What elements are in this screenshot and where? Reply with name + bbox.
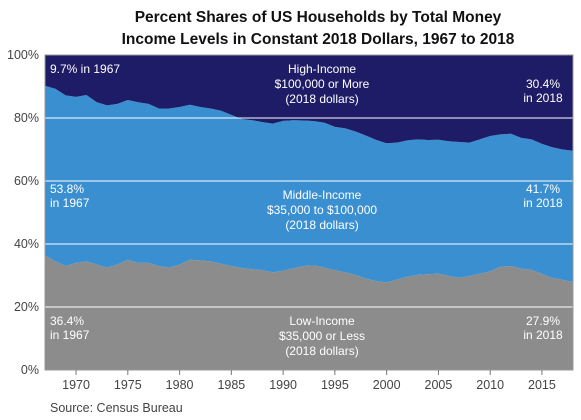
- chart-title-line-1: Percent Shares of US Households by Total…: [135, 9, 502, 26]
- high-income-start-label: 9.7% in 1967: [50, 62, 120, 76]
- x-tick-label-1985: 1985: [217, 378, 245, 392]
- low-income-title-line-3: (2018 dollars): [285, 344, 358, 358]
- low-income-title-line-1: Low-Income: [289, 314, 355, 328]
- x-tick-label-2015: 2015: [528, 378, 556, 392]
- high-income-end-year: in 2018: [523, 91, 563, 105]
- middle-income-title-line-2: $35,000 to $100,000: [267, 203, 377, 217]
- low-income-start-year: in 1967: [50, 328, 90, 342]
- high-income-title-line-3: (2018 dollars): [285, 92, 358, 106]
- y-tick-label-60: 60%: [14, 174, 39, 188]
- high-income-area: [45, 55, 573, 151]
- low-income-title-line-2: $35,000 or Less: [279, 329, 365, 343]
- low-income-area: [45, 255, 573, 370]
- y-tick-label-0: 0%: [21, 363, 39, 377]
- low-income-end-year: in 2018: [523, 328, 563, 342]
- middle-income-end-value: 41.7%: [526, 182, 560, 196]
- middle-income-area: [45, 85, 573, 283]
- x-tick-label-1995: 1995: [321, 378, 349, 392]
- x-tick-label-1990: 1990: [269, 378, 297, 392]
- x-tick-label-1970: 1970: [62, 378, 90, 392]
- x-tick-label-2000: 2000: [373, 378, 401, 392]
- x-tick-label-2010: 2010: [476, 378, 504, 392]
- x-tick-label-2005: 2005: [425, 378, 453, 392]
- middle-income-annotations: 53.8% in 1967 Middle-Income $35,000 to $…: [50, 182, 563, 232]
- plot-area: 0% 20% 40% 60% 80% 100% 1970 1975 1980 1985 1990 19…: [7, 48, 574, 392]
- middle-income-end-year: in 2018: [523, 196, 563, 210]
- middle-income-title-line-1: Middle-Income: [283, 188, 362, 202]
- y-tick-label-80: 80%: [14, 111, 39, 125]
- middle-income-start-year: in 1967: [50, 196, 90, 210]
- x-tick-label-1975: 1975: [114, 378, 142, 392]
- source-note: Source: Census Bureau: [50, 401, 183, 415]
- low-income-end-value: 27.9%: [526, 314, 560, 328]
- low-income-annotations: 36.4% in 1967 Low-Income $35,000 or Less…: [50, 314, 563, 358]
- low-income-start-value: 36.4%: [50, 314, 84, 328]
- x-tick-label-1980: 1980: [166, 378, 194, 392]
- y-tick-label-100: 100%: [7, 48, 39, 62]
- high-income-title-line-1: High-Income: [288, 62, 356, 76]
- middle-income-start-value: 53.8%: [50, 182, 84, 196]
- middle-income-title-line-3: (2018 dollars): [285, 218, 358, 232]
- chart-title-line-2: Income Levels in Constant 2018 Dollars, …: [122, 31, 515, 48]
- high-income-end-value: 30.4%: [526, 77, 560, 91]
- high-income-annotations: 9.7% in 1967 High-Income $100,000 or Mor…: [50, 62, 563, 106]
- y-tick-label-20: 20%: [14, 300, 39, 314]
- plot-frame: [44, 54, 574, 371]
- y-tick-label-40: 40%: [14, 237, 39, 251]
- high-income-title-line-2: $100,000 or More: [275, 77, 370, 91]
